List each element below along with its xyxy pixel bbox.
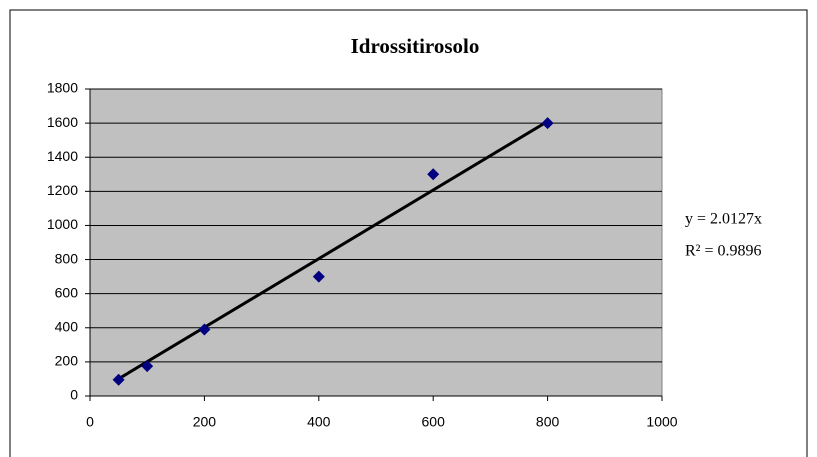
data-point	[541, 117, 554, 130]
x-tick-label: 1000	[646, 414, 677, 430]
y-tick-label: 0	[70, 387, 78, 403]
y-tick-label: 200	[55, 353, 79, 369]
y-tick-label: 1800	[47, 80, 78, 96]
x-tick-label: 800	[536, 414, 560, 430]
y-tick-label: 400	[55, 318, 79, 334]
x-tick-label: 600	[422, 414, 446, 430]
y-tick-label: 1200	[47, 182, 78, 198]
plot-area	[89, 88, 663, 397]
y-tick-label: 1000	[47, 216, 78, 232]
annotation: R² = 0.9896	[685, 243, 762, 260]
x-tick-label: 0	[86, 414, 94, 430]
chart-border	[9, 9, 808, 457]
chart-title: Idrossitirosolo	[351, 34, 480, 58]
annotation: y = 2.0127x	[685, 211, 762, 228]
data-point	[427, 168, 440, 181]
x-tick-label: 200	[193, 414, 217, 430]
y-tick-label: 1600	[47, 114, 78, 130]
y-tick-label: 1400	[47, 148, 78, 164]
y-tick-label: 600	[55, 284, 79, 300]
trendline	[117, 120, 549, 381]
data-point	[312, 270, 325, 283]
data-point	[198, 323, 211, 336]
x-tick-label: 400	[307, 414, 331, 430]
y-tick-label: 800	[55, 250, 79, 266]
data-point	[141, 360, 154, 373]
data-point	[112, 373, 125, 386]
